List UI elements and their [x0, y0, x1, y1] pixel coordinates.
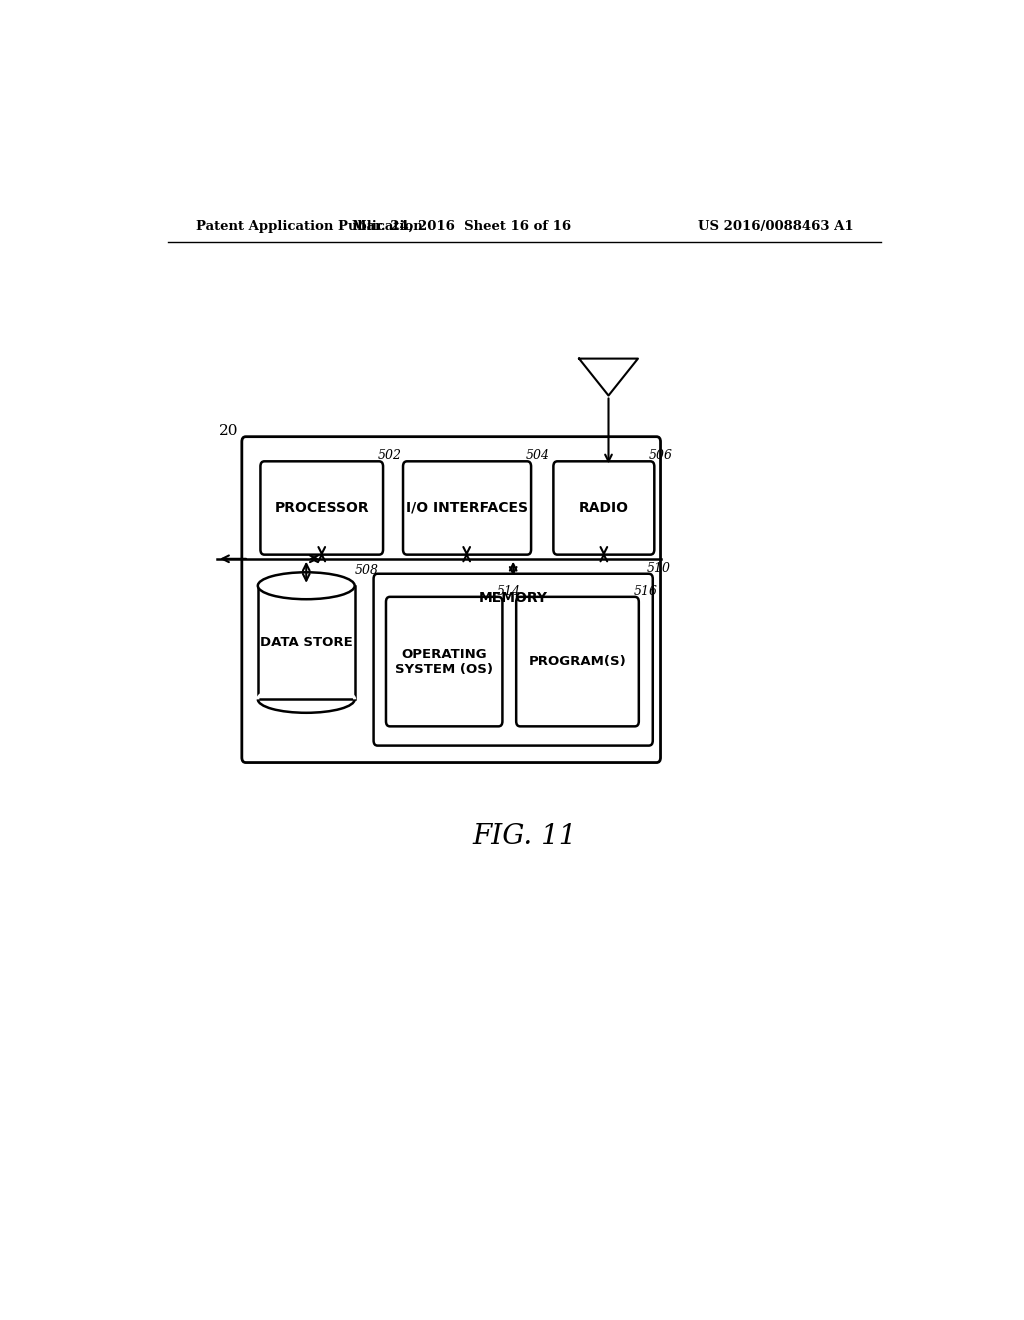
Text: FIG. 11: FIG. 11	[473, 822, 577, 850]
FancyBboxPatch shape	[374, 574, 652, 746]
FancyBboxPatch shape	[553, 461, 654, 554]
FancyBboxPatch shape	[403, 461, 531, 554]
Text: 504: 504	[525, 449, 550, 462]
Text: 512: 512	[616, 536, 640, 549]
Ellipse shape	[258, 573, 354, 599]
Text: US 2016/0088463 A1: US 2016/0088463 A1	[697, 219, 853, 232]
Text: RADIO: RADIO	[579, 502, 629, 515]
Polygon shape	[258, 586, 354, 700]
Text: OPERATING
SYSTEM (OS): OPERATING SYSTEM (OS)	[395, 648, 494, 676]
Text: Patent Application Publication: Patent Application Publication	[197, 219, 423, 232]
FancyBboxPatch shape	[260, 461, 383, 554]
Text: MEMORY: MEMORY	[478, 591, 548, 605]
Text: 510: 510	[647, 562, 671, 574]
Text: Mar. 24, 2016  Sheet 16 of 16: Mar. 24, 2016 Sheet 16 of 16	[351, 219, 570, 232]
Text: I/O INTERFACES: I/O INTERFACES	[407, 502, 528, 515]
Text: 514: 514	[497, 585, 521, 598]
FancyBboxPatch shape	[516, 597, 639, 726]
Text: DATA STORE: DATA STORE	[260, 636, 352, 649]
Text: 502: 502	[378, 449, 401, 462]
Text: 516: 516	[633, 585, 657, 598]
Text: 506: 506	[649, 449, 673, 462]
Text: 508: 508	[354, 565, 378, 577]
Text: PROCESSOR: PROCESSOR	[274, 502, 369, 515]
Text: 20: 20	[219, 424, 239, 438]
Text: PROGRAM(S): PROGRAM(S)	[528, 655, 627, 668]
FancyBboxPatch shape	[242, 437, 660, 763]
FancyBboxPatch shape	[386, 597, 503, 726]
